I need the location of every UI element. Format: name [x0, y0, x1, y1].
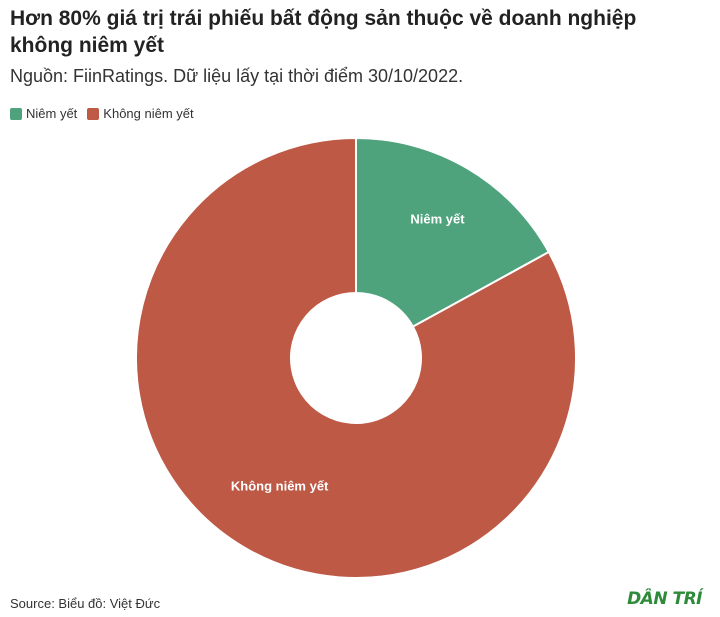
legend-swatch-unlisted — [87, 107, 100, 120]
chart-subtitle: Nguồn: FiinRatings. Dữ liệu lấy tại thời… — [10, 66, 464, 86]
legend-item-listed: Niêm yết — [10, 106, 77, 121]
legend-label-listed: Niêm yết — [26, 106, 78, 121]
legend-swatch-listed — [10, 107, 22, 120]
slice-label-listed: Niêm yết — [410, 212, 465, 227]
source-footer: Source: Biểu đồ: Việt Đức — [10, 596, 161, 611]
slice-label-unlisted: Không niêm yết — [231, 479, 329, 494]
legend-item-unlisted: Không niêm yết — [87, 106, 194, 121]
legend: Niêm yết Không niêm yết — [10, 106, 194, 121]
dantri-logo: DÂN TRÍ — [627, 589, 702, 609]
donut-slice-unlisted — [135, 136, 577, 579]
donut-slice-listed — [355, 136, 551, 329]
chart-title: Hơn 80% giá trị trái phiếu bất động sản … — [10, 7, 637, 57]
legend-label-unlisted: Không niêm yết — [103, 106, 194, 121]
